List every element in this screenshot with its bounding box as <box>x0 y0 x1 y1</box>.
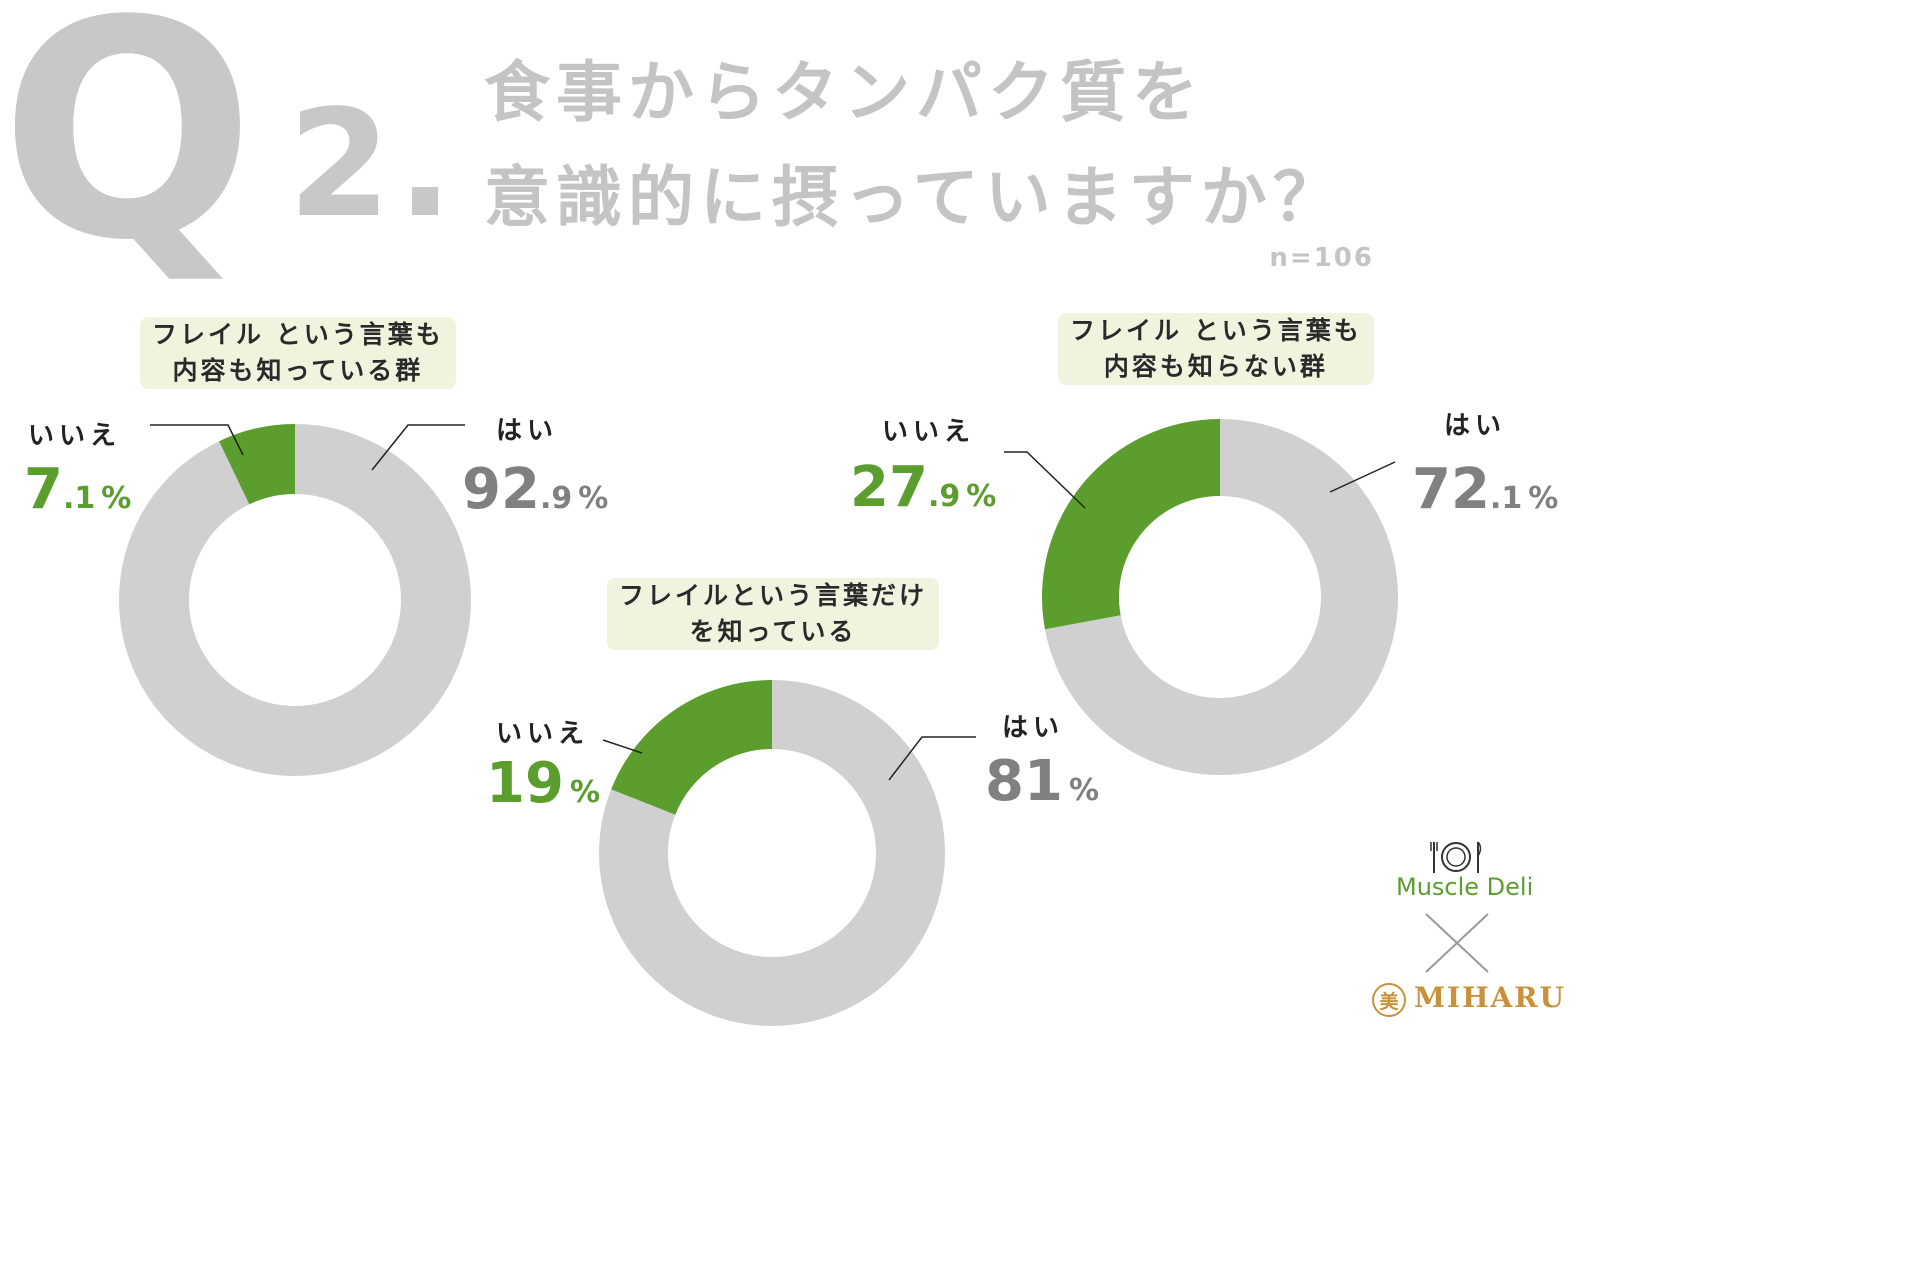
cutlery-plate-icon <box>1430 841 1482 873</box>
miharu-logo: MIHARU <box>1414 981 1566 1014</box>
chart-3-yes-label: はい <box>1444 411 1507 441</box>
group-label-3-line-2: 内容も知らない群 <box>1103 352 1328 381</box>
chart-2-yes-value-sign: % <box>1068 773 1099 808</box>
chart-3-no-value-sign: % <box>966 479 997 514</box>
sample-size: n=106 <box>1269 243 1374 273</box>
chart-3-no-value-int: 27 <box>850 455 928 520</box>
chart-1-yes-label: はい <box>496 416 559 446</box>
leader-line-3 <box>602 739 643 754</box>
donut-3-slice-yes <box>1044 419 1399 775</box>
chart-1-no-value: 7.1% <box>24 462 131 518</box>
question-number: 2. <box>288 78 460 250</box>
chart-1-no-label: いいえ <box>28 421 122 451</box>
group-label-2-line-1: フレイルという言葉だけ <box>619 581 928 610</box>
chart-1-yes-value-dec: .9 <box>539 481 573 516</box>
group-label-1-line-2: 内容も知っている群 <box>172 356 424 385</box>
chart-1-yes-value-int: 92 <box>462 457 540 522</box>
chart-2-yes-label: はい <box>1002 713 1065 743</box>
donut-chart-group-1 <box>118 424 472 776</box>
cross-mark-icon <box>1425 913 1489 973</box>
page-title-line-2: 意識的に摂っていますか？ <box>484 159 1345 236</box>
donut-1-slice-yes <box>118 424 472 776</box>
miharu-seal-icon: 美 <box>1372 983 1406 1017</box>
group-label-1: フレイル という言葉も 内容も知っている群 <box>140 317 456 389</box>
chart-2-no-label: いいえ <box>496 719 590 749</box>
leader-line-6 <box>1329 461 1396 493</box>
leader-line-5 <box>1004 451 1086 509</box>
chart-1-no-value-sign: % <box>101 481 132 516</box>
group-label-3: フレイル という言葉も 内容も知らない群 <box>1058 313 1374 385</box>
donut-2-slice-no <box>611 680 772 815</box>
chart-3-yes-value-sign: % <box>1528 481 1559 516</box>
donut-chart-group-3 <box>1042 419 1399 775</box>
donut-chart-group-2 <box>599 680 945 1026</box>
leader-lines <box>150 424 1396 781</box>
chart-3-yes-value-dec: .1 <box>1489 481 1523 516</box>
chart-1-no-value-dec: .1 <box>62 481 96 516</box>
chart-1-yes-value: 92.9% <box>462 462 608 518</box>
leader-line-4 <box>888 736 976 781</box>
donut-2-slice-yes <box>599 680 945 1026</box>
chart-2-yes-value-int: 81 <box>985 749 1063 814</box>
chart-3-no-value: 27.9% <box>850 460 996 516</box>
chart-1-no-value-int: 7 <box>24 457 63 522</box>
donut-3-slice-no <box>1042 419 1220 630</box>
chart-3-no-label: いいえ <box>882 417 976 447</box>
muscle-deli-logo: Muscle Deli <box>1396 873 1534 901</box>
leader-line-2 <box>371 424 465 471</box>
group-label-2: フレイルという言葉だけ を知っている <box>607 578 940 650</box>
chart-3-yes-value-int: 72 <box>1412 457 1490 522</box>
page-title-line-1: 食事からタンパク質を <box>484 54 1204 131</box>
chart-2-no-value-int: 19 <box>486 751 564 816</box>
chart-2-no-value: 19% <box>486 756 600 812</box>
chart-2-yes-value: 81% <box>985 754 1099 810</box>
donut-charts <box>118 419 1399 1026</box>
group-label-1-line-1: フレイル という言葉も <box>152 320 444 349</box>
chart-3-no-value-dec: .9 <box>927 479 961 514</box>
leader-line-1 <box>150 424 244 456</box>
chart-2-no-value-sign: % <box>569 775 600 810</box>
group-label-3-line-1: フレイル という言葉も <box>1070 316 1362 345</box>
chart-3-yes-value: 72.1% <box>1412 462 1558 518</box>
question-letter: Q <box>0 0 256 306</box>
chart-1-yes-value-sign: % <box>578 481 609 516</box>
group-label-2-line-2: を知っている <box>689 617 857 646</box>
